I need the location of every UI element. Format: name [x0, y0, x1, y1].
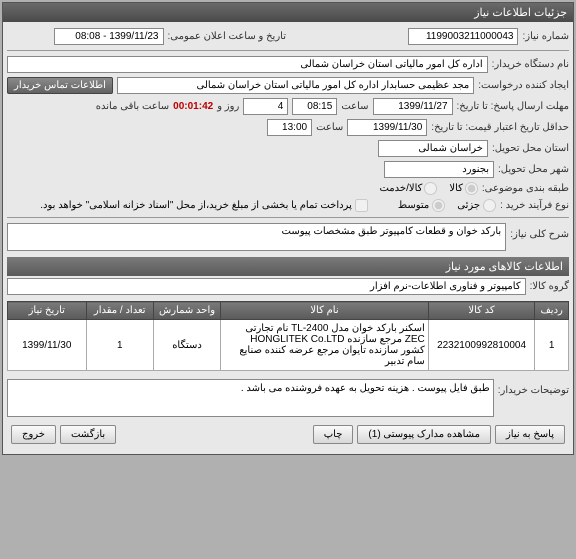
buyer-notes-text: طبق فایل پیوست . هزینه تحویل به عهده فرو… [7, 379, 494, 417]
col-code: کد کالا [428, 302, 535, 320]
province-value: خراسان شمالی [378, 140, 488, 157]
city-label: شهر محل تحویل: [498, 164, 569, 175]
items-section-header: اطلاعات کالاهای مورد نیاز [7, 257, 569, 276]
contact-button[interactable]: اطلاعات تماس خریدار [7, 77, 113, 94]
group-label: گروه کالا: [530, 281, 569, 292]
deadline-date: 1399/11/27 [373, 98, 453, 115]
saat-label-1: ساعت [341, 101, 368, 112]
cell-unit: دستگاه [153, 320, 220, 371]
remain-label: ساعت باقی مانده [96, 101, 169, 112]
buy-narrow-radio[interactable]: جزئی [457, 199, 496, 212]
buyer-org-value: اداره کل امور مالیاتی استان خراسان شمالی [7, 56, 488, 73]
saat-label-2: ساعت [316, 122, 343, 133]
col-name: نام کالا [221, 302, 429, 320]
cell-idx: 1 [535, 320, 569, 371]
creator-label: ایجاد کننده درخواست: [478, 80, 569, 91]
announce-label: تاریخ و ساعت اعلان عمومی: [168, 31, 287, 42]
creator-value: مجد عظیمی حسابدار اداره کل امور مالیاتی … [117, 77, 474, 94]
items-table: ردیف کد کالا نام کالا واحد شمارش تعداد /… [7, 301, 569, 371]
cell-need: 1399/11/30 [8, 320, 87, 371]
city-value: بجنورد [384, 161, 494, 178]
validity-time: 13:00 [267, 119, 312, 136]
province-label: استان محل تحویل: [492, 143, 569, 154]
days-left: 4 [243, 98, 288, 115]
deadline-time: 08:15 [292, 98, 337, 115]
col-qty: تعداد / مقدار [86, 302, 153, 320]
cell-code: 2232100992810004 [428, 320, 535, 371]
buy-type-label: نوع فرآیند خرید : [500, 200, 569, 211]
table-row: 1 2232100992810004 اسکنر بارکد خوان مدل … [8, 320, 569, 371]
buyer-org-label: نام دستگاه خریدار: [492, 59, 569, 70]
budget-label: طبقه بندی موضوعی: [482, 183, 569, 194]
exit-button[interactable]: خروج [11, 425, 56, 444]
desc-label: شرح کلی نیاز: [510, 223, 569, 240]
validity-date: 1399/11/30 [347, 119, 427, 136]
buyer-notes-label: توضیحات خریدار: [498, 379, 569, 396]
col-need: تاریخ نیاز [8, 302, 87, 320]
niaz-no-value: 1199003211000043 [408, 28, 518, 45]
col-idx: ردیف [535, 302, 569, 320]
buy-mid-radio[interactable]: متوسط [398, 199, 445, 212]
validity-label: حداقل تاریخ اعتبار قیمت: تا تاریخ: [431, 122, 569, 133]
deadline-label: مهلت ارسال پاسخ: تا تاریخ: [457, 101, 569, 112]
cell-qty: 1 [86, 320, 153, 371]
niaz-no-label: شماره نیاز: [522, 31, 569, 42]
window-title: جزئیات اطلاعات نیاز [3, 3, 573, 22]
attachments-button[interactable]: مشاهده مدارک پیوستی (1) [357, 425, 491, 444]
group-value: کامپیوتر و فناوری اطلاعات-نرم افزار [7, 278, 526, 295]
announce-value: 1399/11/23 - 08:08 [54, 28, 164, 45]
print-button[interactable]: چاپ [313, 425, 354, 444]
reply-button[interactable]: پاسخ به نیاز [495, 425, 565, 444]
rooz-label: روز و [217, 101, 239, 112]
back-button[interactable]: بازگشت [60, 425, 116, 444]
budget-goods-radio[interactable]: کالا [449, 182, 478, 195]
countdown-timer: 00:01:42 [173, 101, 213, 112]
pay-note-checkbox[interactable]: پرداخت تمام یا بخشی از مبلغ خرید،از محل … [40, 199, 368, 212]
col-unit: واحد شمارش [153, 302, 220, 320]
budget-service-radio[interactable]: کالا/خدمت [379, 182, 437, 195]
desc-text: بارکد خوان و قطعات کامپیوتر طبق مشخصات پ… [7, 223, 506, 251]
cell-name: اسکنر بارکد خوان مدل TL-2400 نام تجارتی … [221, 320, 429, 371]
